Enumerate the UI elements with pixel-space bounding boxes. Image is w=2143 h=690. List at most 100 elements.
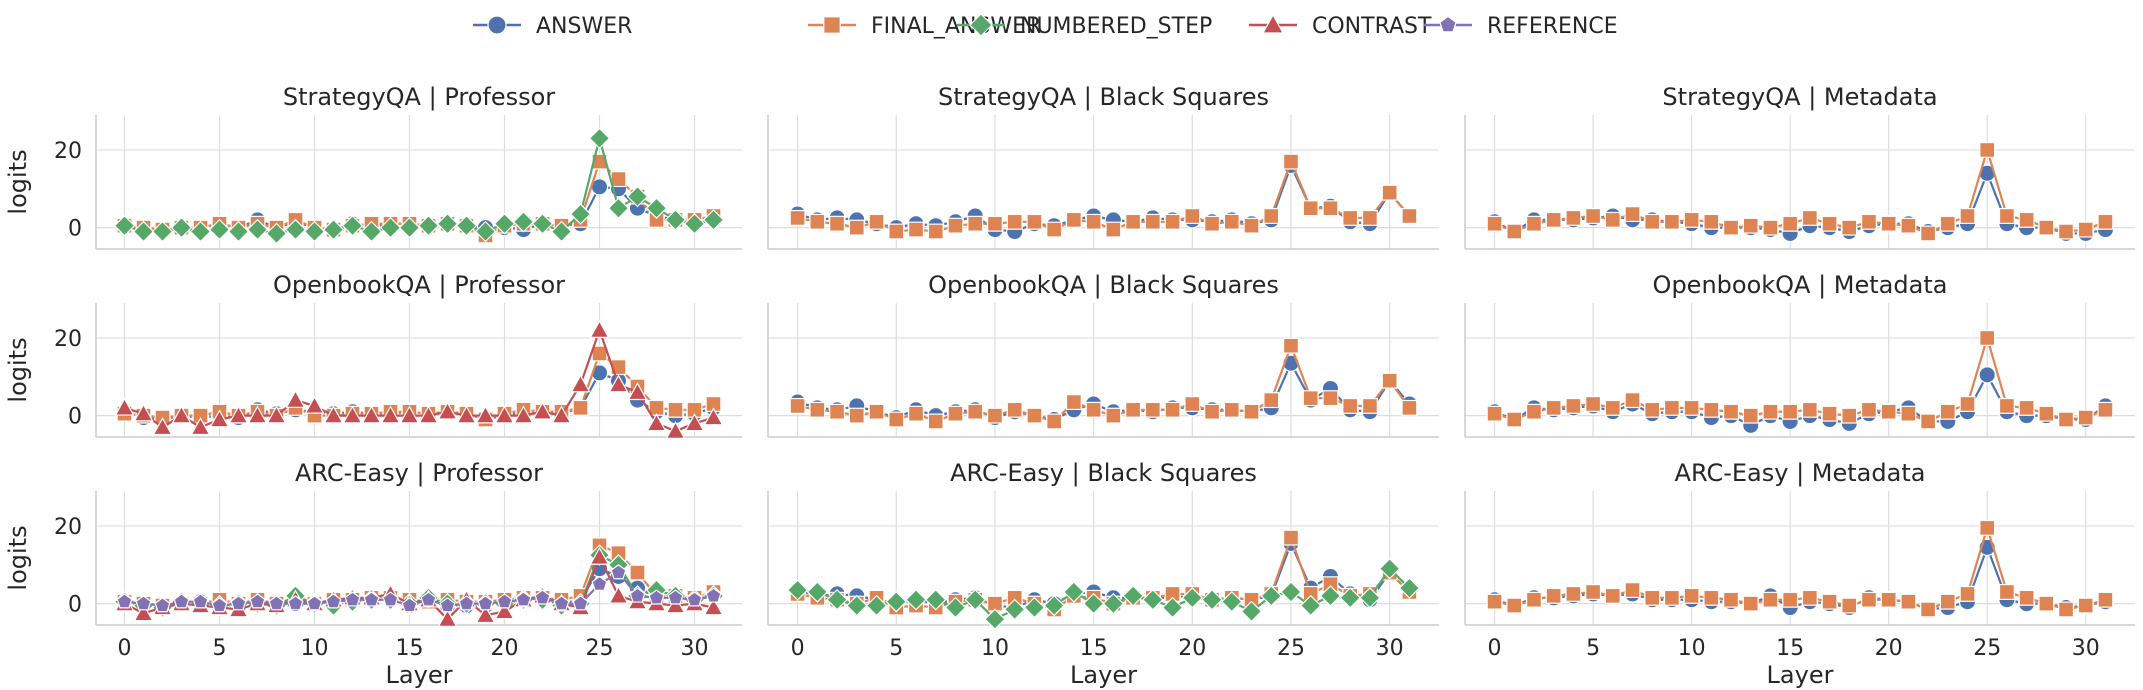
x-tick-label: 15: [396, 636, 424, 661]
data-point: [572, 595, 589, 611]
data-point: [964, 589, 986, 611]
data-point: [829, 215, 846, 232]
legend-item-reference: REFERENCE: [1424, 14, 1618, 39]
data-point: [303, 220, 326, 243]
data-point: [2058, 601, 2075, 618]
data-point: [1260, 585, 1282, 607]
data-point: [1939, 403, 1956, 420]
legend-item-final-answer: FINAL_ANSWER: [808, 14, 1041, 39]
data-point: [1979, 519, 1996, 536]
data-point: [1959, 585, 1976, 602]
data-point: [1742, 407, 1759, 424]
data-point: [1979, 329, 1996, 346]
data-point: [1998, 208, 2015, 224]
y-tick-label: 0: [68, 217, 82, 242]
data-point: [1525, 215, 1542, 232]
legend-label: CONTRAST: [1312, 14, 1432, 39]
data-point: [1920, 413, 1937, 430]
data-point: [1299, 594, 1322, 617]
legend-marker-diamond-icon: [969, 13, 993, 37]
data-point: [1663, 213, 1680, 230]
data-point: [705, 587, 722, 603]
data-point: [648, 589, 665, 605]
data-point: [967, 403, 984, 420]
series-final-answer: [1486, 141, 2114, 242]
data-point: [629, 564, 646, 581]
data-point: [531, 213, 554, 235]
data-point: [1723, 219, 1740, 236]
data-point: [475, 605, 496, 624]
data-point: [436, 213, 459, 235]
data-point: [1102, 592, 1125, 615]
data-point: [1184, 396, 1201, 412]
data-point: [786, 579, 809, 601]
data-point: [1201, 589, 1223, 611]
x-axis-label: Layer: [1070, 661, 1137, 689]
data-point: [589, 546, 610, 565]
data-point: [1361, 209, 1378, 226]
data-point: [398, 216, 421, 239]
data-point: [1204, 403, 1221, 420]
data-point: [1486, 405, 1503, 422]
data-point: [1184, 208, 1201, 224]
data-point: [684, 413, 705, 432]
data-point: [1283, 337, 1299, 354]
data-point: [551, 405, 572, 424]
legend-item-answer: ANSWER: [473, 14, 632, 39]
data-point: [1046, 413, 1063, 430]
data-point: [665, 420, 686, 439]
series-answer: [1485, 538, 2115, 619]
data-point: [1240, 600, 1263, 623]
data-point: [341, 214, 364, 237]
data-point: [1302, 390, 1319, 407]
panel-openbookqa-professor: OpenbookQA | Professor 0 20 logits: [4, 271, 742, 439]
data-point: [418, 405, 439, 424]
data-point: [382, 591, 399, 607]
data-point: [1762, 403, 1779, 420]
data-point: [287, 595, 304, 611]
series-final-answer: [1486, 329, 2114, 430]
data-point: [1959, 396, 1976, 412]
data-point: [2097, 591, 2114, 608]
data-point: [1161, 596, 1184, 619]
data-point: [2018, 399, 2035, 416]
data-point: [984, 608, 1006, 630]
data-point: [1085, 213, 1102, 230]
data-point: [437, 608, 458, 627]
data-point: [1319, 585, 1342, 607]
data-point: [306, 595, 323, 611]
legend-marker-square-icon: [823, 16, 841, 34]
data-point: [1624, 392, 1641, 409]
x-tick-label: 10: [301, 636, 329, 661]
data-point: [1683, 587, 1700, 604]
panel-title: ARC-Easy | Metadata: [1675, 459, 1926, 487]
data-point: [534, 589, 551, 605]
data-point: [1762, 591, 1779, 608]
data-point: [1065, 394, 1082, 411]
data-point: [342, 405, 363, 424]
data-point: [228, 405, 249, 424]
y-tick-label: 20: [54, 327, 82, 352]
data-point: [683, 213, 706, 235]
data-point: [646, 413, 667, 432]
data-point: [360, 220, 383, 243]
data-point: [1223, 213, 1240, 230]
series-line: [797, 164, 1411, 233]
data-point: [1506, 597, 1523, 614]
data-point: [1204, 215, 1221, 232]
data-point: [1243, 217, 1260, 234]
data-point: [1263, 392, 1280, 409]
data-point: [266, 405, 287, 424]
data-point: [2038, 595, 2055, 612]
data-point: [809, 213, 826, 230]
data-point: [1644, 589, 1661, 606]
series-contrast: [114, 319, 724, 439]
data-point: [1105, 407, 1122, 424]
data-point: [888, 411, 905, 428]
data-point: [211, 597, 228, 613]
panel-openbookqa-metadata: OpenbookQA | Metadata: [1464, 271, 2135, 438]
data-point: [846, 594, 868, 617]
legend-label: REFERENCE: [1487, 14, 1618, 39]
x-tick-label: 30: [2072, 636, 2100, 661]
data-point: [1525, 403, 1542, 420]
